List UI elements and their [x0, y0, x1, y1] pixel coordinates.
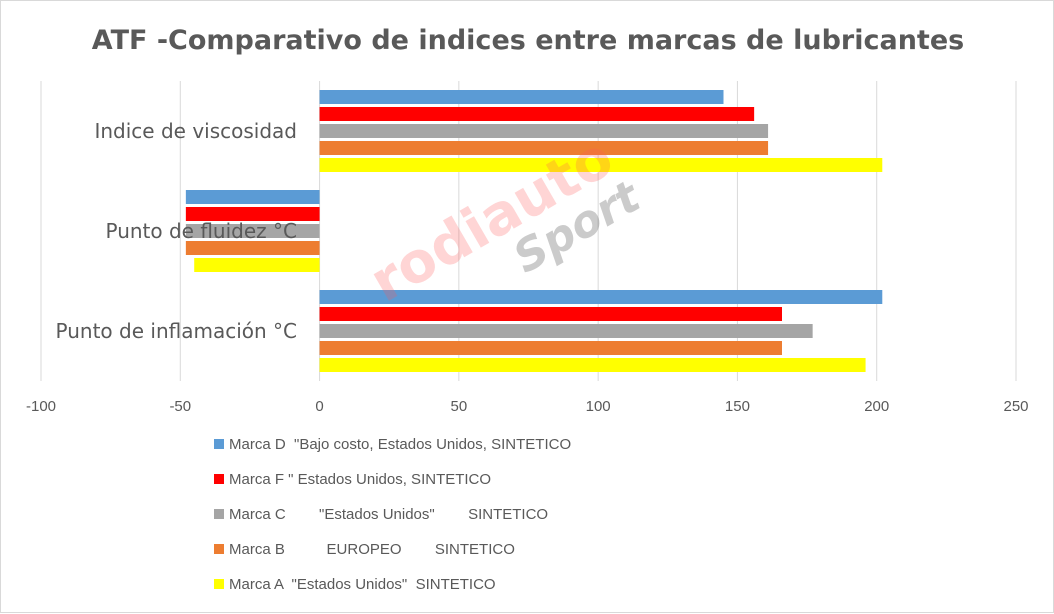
chart-title: ATF -Comparativo de indices entre marcas…: [92, 25, 964, 56]
legend: Marca D "Bajo costo, Estados Unidos, SIN…: [214, 436, 571, 593]
legend-swatch: [214, 439, 224, 449]
bar: [185, 207, 320, 221]
category-labels: Indice de viscosidad Punto de fluidez °C P…: [56, 119, 297, 343]
bar: [319, 124, 769, 138]
bar: [319, 358, 866, 372]
category-label: Punto de inflamación °C: [56, 319, 297, 343]
bar: [319, 90, 724, 104]
x-tick-label: 200: [864, 398, 889, 415]
x-tick-label: 150: [725, 398, 750, 415]
bar: [185, 190, 320, 204]
bar: [194, 258, 320, 272]
bar: [319, 324, 813, 338]
bar: [319, 341, 782, 355]
bar: [319, 107, 755, 121]
legend-swatch: [214, 544, 224, 554]
legend-swatch: [214, 509, 224, 519]
legend-swatch: [214, 474, 224, 484]
legend-label: Marca B EUROPEO SINTETICO: [229, 541, 515, 558]
category-label: Indice de viscosidad: [94, 119, 297, 143]
legend-swatch: [214, 579, 224, 589]
legend-label: Marca D "Bajo costo, Estados Unidos, SIN…: [229, 436, 571, 453]
x-tick-label: 0: [315, 398, 323, 415]
bar: [319, 141, 769, 155]
x-tick-label: 250: [1003, 398, 1028, 415]
bar: [319, 158, 883, 172]
bars: [185, 90, 883, 372]
x-tick-label: 100: [586, 398, 611, 415]
legend-label: Marca A "Estados Unidos" SINTETICO: [229, 576, 496, 593]
x-tick-labels: -100 -50 0 50 100 150 200 250: [26, 398, 1029, 415]
legend-label: Marca C "Estados Unidos" SINTETICO: [229, 506, 548, 523]
x-tick-label: -50: [169, 398, 191, 415]
category-label: Punto de fluidez °C: [105, 219, 297, 243]
x-tick-label: -100: [26, 398, 56, 415]
legend-label: Marca F " Estados Unidos, SINTETICO: [229, 471, 491, 488]
bar: [319, 290, 883, 304]
bar: [185, 241, 320, 255]
bar: [185, 224, 320, 238]
x-tick-label: 50: [451, 398, 468, 415]
bar: [319, 307, 782, 321]
